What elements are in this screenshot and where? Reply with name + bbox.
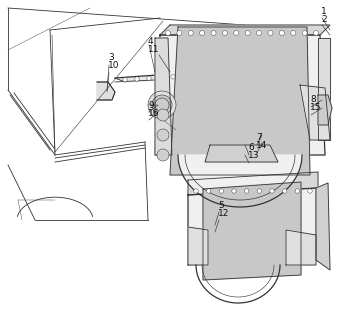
Circle shape xyxy=(157,129,169,141)
Circle shape xyxy=(177,30,182,36)
Circle shape xyxy=(255,69,259,74)
Text: 2: 2 xyxy=(321,15,327,25)
Polygon shape xyxy=(155,38,172,155)
Circle shape xyxy=(200,30,205,36)
Circle shape xyxy=(256,30,262,36)
Text: 12: 12 xyxy=(218,209,229,218)
Circle shape xyxy=(148,91,176,119)
Polygon shape xyxy=(155,35,325,155)
Polygon shape xyxy=(188,188,316,265)
Circle shape xyxy=(135,77,139,81)
Polygon shape xyxy=(203,182,301,280)
Circle shape xyxy=(245,30,250,36)
Polygon shape xyxy=(286,230,316,265)
Circle shape xyxy=(295,189,300,193)
Circle shape xyxy=(267,69,271,73)
Text: 15: 15 xyxy=(310,103,321,113)
Circle shape xyxy=(270,189,274,193)
Polygon shape xyxy=(160,25,330,35)
Text: 1: 1 xyxy=(321,7,327,17)
Circle shape xyxy=(232,189,236,193)
Text: 10: 10 xyxy=(108,61,119,70)
Circle shape xyxy=(219,72,223,76)
Circle shape xyxy=(257,189,262,193)
Circle shape xyxy=(291,30,296,36)
Text: 11: 11 xyxy=(148,45,159,54)
Polygon shape xyxy=(318,38,330,140)
Circle shape xyxy=(243,70,247,75)
Circle shape xyxy=(234,30,239,36)
Text: 9: 9 xyxy=(148,100,154,109)
Circle shape xyxy=(245,189,249,193)
Circle shape xyxy=(282,189,287,193)
Polygon shape xyxy=(188,172,318,195)
Circle shape xyxy=(188,30,193,36)
Polygon shape xyxy=(300,85,330,140)
Polygon shape xyxy=(205,145,278,162)
Circle shape xyxy=(157,109,169,121)
Circle shape xyxy=(159,75,163,80)
Circle shape xyxy=(302,30,307,36)
Circle shape xyxy=(123,77,127,82)
Text: 5: 5 xyxy=(218,201,224,210)
Polygon shape xyxy=(178,155,302,207)
Circle shape xyxy=(155,98,169,112)
Polygon shape xyxy=(97,82,115,100)
Circle shape xyxy=(166,30,171,36)
Polygon shape xyxy=(318,95,332,125)
Circle shape xyxy=(152,95,172,115)
Circle shape xyxy=(195,73,199,77)
Polygon shape xyxy=(115,65,300,82)
Text: 4: 4 xyxy=(148,37,154,46)
Polygon shape xyxy=(316,183,330,270)
Text: 16: 16 xyxy=(148,108,159,117)
Polygon shape xyxy=(188,227,208,265)
Text: 14: 14 xyxy=(256,141,267,150)
Text: 8: 8 xyxy=(310,95,316,105)
Circle shape xyxy=(308,189,312,193)
Circle shape xyxy=(147,76,151,81)
Text: 6: 6 xyxy=(248,143,254,153)
Circle shape xyxy=(207,189,211,193)
Text: 13: 13 xyxy=(248,151,260,161)
Circle shape xyxy=(231,71,235,76)
Circle shape xyxy=(194,189,198,193)
Circle shape xyxy=(268,30,273,36)
Circle shape xyxy=(219,189,224,193)
Circle shape xyxy=(183,74,187,78)
Circle shape xyxy=(279,30,284,36)
Polygon shape xyxy=(170,27,310,175)
Text: 3: 3 xyxy=(108,53,114,62)
Circle shape xyxy=(207,72,211,77)
Circle shape xyxy=(279,68,283,72)
Circle shape xyxy=(171,75,175,79)
Circle shape xyxy=(157,149,169,161)
Text: 7: 7 xyxy=(256,133,262,142)
Circle shape xyxy=(314,30,318,36)
Circle shape xyxy=(222,30,227,36)
Circle shape xyxy=(211,30,216,36)
